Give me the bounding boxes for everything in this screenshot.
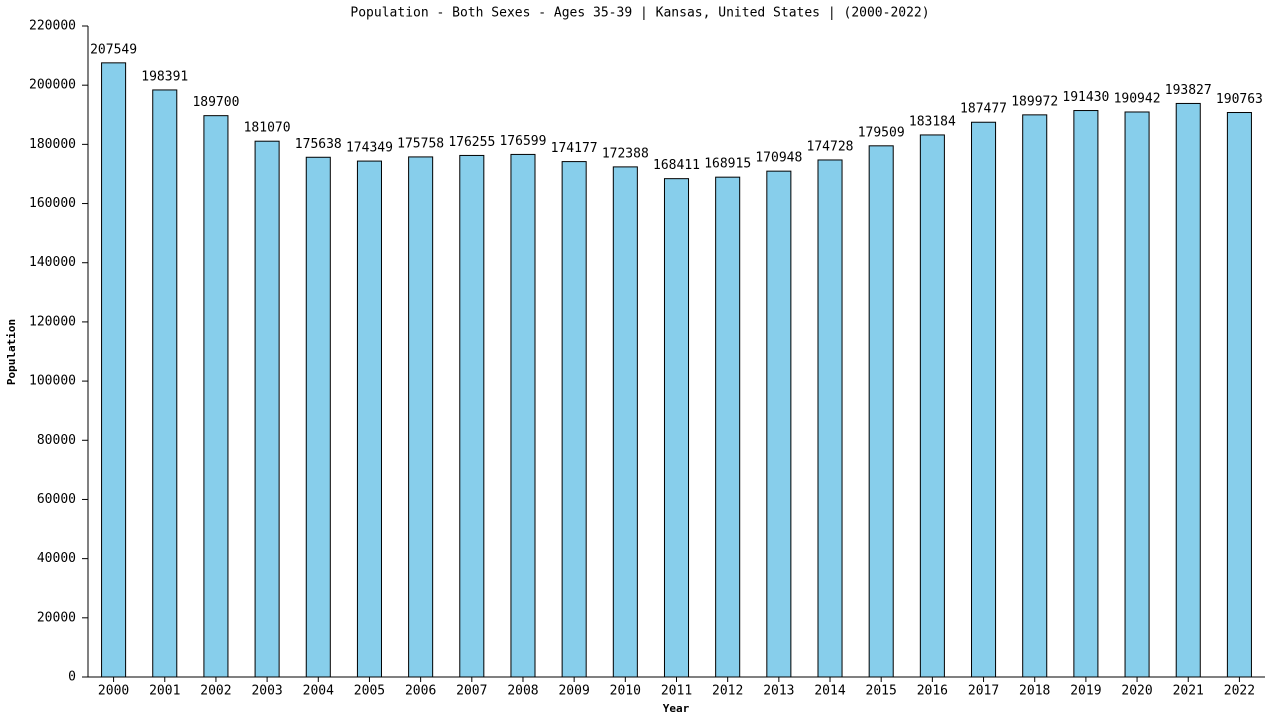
x-tick-label: 2002 xyxy=(200,684,231,699)
bar xyxy=(868,145,894,678)
value-label: 176255 xyxy=(448,135,495,150)
value-label: 175638 xyxy=(295,137,342,152)
x-tick-label: 2005 xyxy=(354,684,385,699)
y-tick-label: 100000 xyxy=(29,374,76,389)
bar xyxy=(612,166,638,678)
bar xyxy=(1175,102,1201,678)
value-label: 187477 xyxy=(960,102,1007,117)
y-tick-label: 0 xyxy=(68,670,76,685)
y-tick-label: 220000 xyxy=(29,19,76,34)
y-tick-label: 40000 xyxy=(37,551,76,566)
bar xyxy=(152,89,178,678)
y-tick-label: 140000 xyxy=(29,255,76,270)
y-tick-label: 160000 xyxy=(29,196,76,211)
x-axis-label: Year xyxy=(663,702,690,715)
x-tick-label: 2000 xyxy=(98,684,129,699)
x-tick-label: 2003 xyxy=(251,684,282,699)
x-tick-label: 2014 xyxy=(814,684,845,699)
x-tick-label: 2017 xyxy=(968,684,999,699)
x-tick-label: 2015 xyxy=(866,684,897,699)
y-tick-label: 80000 xyxy=(37,433,76,448)
bar xyxy=(766,170,792,678)
bar xyxy=(561,161,587,678)
bar xyxy=(459,154,485,678)
chart-title: Population - Both Sexes - Ages 35-39 | K… xyxy=(350,6,929,21)
bar xyxy=(254,140,280,678)
value-label: 207549 xyxy=(90,42,137,57)
y-tick-label: 20000 xyxy=(37,610,76,625)
x-tick-label: 2016 xyxy=(917,684,948,699)
value-label: 183184 xyxy=(909,114,956,129)
x-tick-label: 2007 xyxy=(456,684,487,699)
x-tick-label: 2019 xyxy=(1070,684,1101,699)
bar xyxy=(971,121,997,678)
value-label: 189700 xyxy=(192,95,239,110)
y-axis-label: Population xyxy=(5,319,18,385)
bar xyxy=(1022,114,1048,678)
value-label: 179509 xyxy=(858,125,905,140)
x-tick-label: 2008 xyxy=(507,684,538,699)
y-tick-label: 120000 xyxy=(29,314,76,329)
bar xyxy=(1073,110,1099,678)
value-label: 174177 xyxy=(551,141,598,156)
value-label: 174728 xyxy=(807,139,854,154)
bar xyxy=(408,156,434,678)
bar xyxy=(305,156,331,678)
x-tick-label: 2004 xyxy=(303,684,334,699)
y-tick-label: 60000 xyxy=(37,492,76,507)
value-label: 193827 xyxy=(1165,83,1212,98)
bar xyxy=(356,160,382,678)
value-label: 176599 xyxy=(499,134,546,149)
x-tick-label: 2020 xyxy=(1121,684,1152,699)
value-label: 190763 xyxy=(1216,92,1263,107)
x-tick-label: 2012 xyxy=(712,684,743,699)
x-tick-label: 2009 xyxy=(558,684,589,699)
value-label: 174349 xyxy=(346,141,393,156)
y-tick-label: 200000 xyxy=(29,78,76,93)
x-tick-label: 2018 xyxy=(1019,684,1050,699)
x-tick-label: 2021 xyxy=(1173,684,1204,699)
bar xyxy=(203,115,229,678)
value-label: 168915 xyxy=(704,157,751,172)
x-tick-label: 2001 xyxy=(149,684,180,699)
bar xyxy=(510,153,536,678)
bar xyxy=(715,176,741,678)
bar xyxy=(919,134,945,678)
bar xyxy=(1124,111,1150,678)
x-tick-label: 2006 xyxy=(405,684,436,699)
bar xyxy=(1226,112,1252,678)
value-label: 175758 xyxy=(397,136,444,151)
x-tick-label: 2011 xyxy=(661,684,692,699)
value-label: 172388 xyxy=(602,146,649,161)
value-label: 190942 xyxy=(1114,91,1161,106)
bar xyxy=(101,62,127,678)
value-label: 170948 xyxy=(755,151,802,166)
value-label: 168411 xyxy=(653,158,700,173)
value-label: 198391 xyxy=(141,69,188,84)
x-tick-label: 2010 xyxy=(610,684,641,699)
x-tick-label: 2022 xyxy=(1224,684,1255,699)
y-tick-label: 180000 xyxy=(29,137,76,152)
x-tick-label: 2013 xyxy=(763,684,794,699)
value-label: 191430 xyxy=(1062,90,1109,105)
value-label: 181070 xyxy=(244,121,291,136)
value-label: 189972 xyxy=(1011,94,1058,109)
bar xyxy=(663,178,690,678)
bar xyxy=(817,159,843,678)
